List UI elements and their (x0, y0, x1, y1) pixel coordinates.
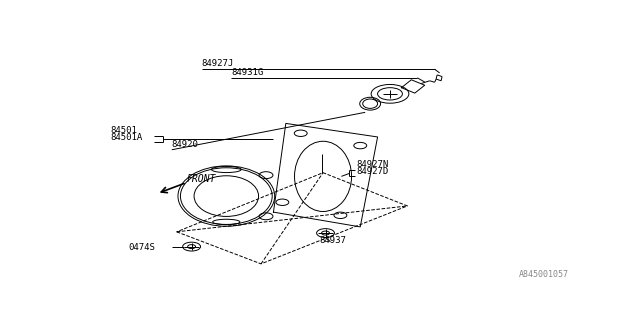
Text: 84501: 84501 (111, 126, 138, 135)
Text: A845001057: A845001057 (518, 270, 568, 279)
Text: 84937: 84937 (319, 236, 346, 244)
Text: 84931G: 84931G (231, 68, 264, 77)
Text: 0474S: 0474S (129, 243, 156, 252)
Text: 84501A: 84501A (111, 133, 143, 142)
Text: 84920: 84920 (172, 140, 198, 149)
Text: 84927D: 84927D (356, 167, 388, 176)
Text: 84927J: 84927J (202, 60, 234, 68)
Text: FRONT: FRONT (187, 174, 216, 184)
Text: 84927N: 84927N (356, 161, 388, 170)
